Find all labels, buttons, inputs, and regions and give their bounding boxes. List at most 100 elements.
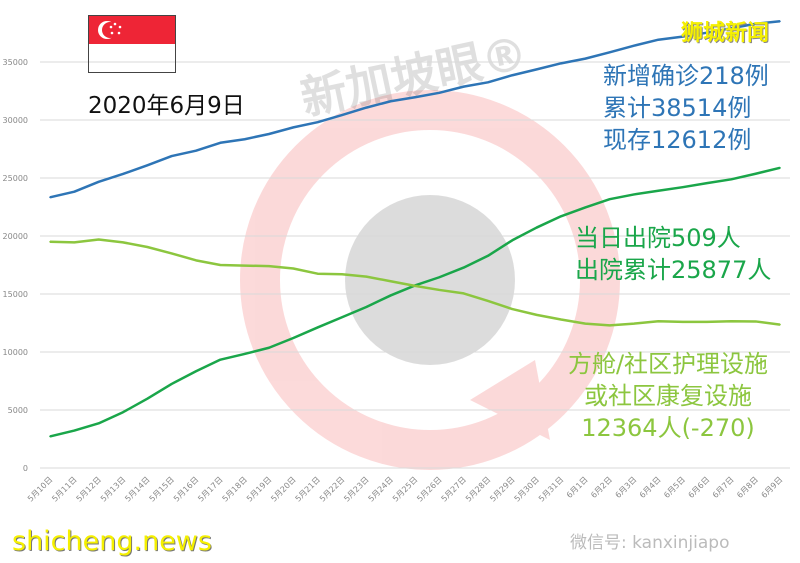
confirmed-data-point	[560, 62, 562, 65]
discharged-data-point	[487, 254, 489, 257]
confirmed-data-point	[414, 96, 416, 99]
confirmed-data-point	[511, 74, 514, 77]
discharged-data-point	[754, 172, 757, 175]
y-tick-label: 20000	[3, 232, 28, 241]
confirmed-data-point	[438, 92, 441, 94]
discharged-data-point	[268, 346, 270, 349]
discharged-data-point	[97, 422, 100, 425]
community-data-point	[414, 285, 416, 287]
discharged-data-point	[316, 326, 319, 329]
x-tick-label: 6月7日	[711, 475, 736, 500]
x-tick-label: 5月29日	[488, 475, 516, 503]
confirmed-data-point	[608, 51, 611, 54]
confirmed-data-point	[268, 133, 270, 135]
discharged-data-point	[122, 411, 124, 414]
community-label-2: 或社区康复设施	[584, 382, 752, 410]
confirmed-data-point	[122, 173, 124, 175]
discharged-data-point	[657, 189, 660, 192]
chart-date: 2020年6月9日	[88, 93, 245, 119]
community-data-point	[706, 321, 708, 323]
community-data-point	[73, 241, 76, 244]
confirmed-data-point	[657, 38, 660, 41]
community-data-point	[535, 314, 538, 316]
singapore-flag-icon	[88, 15, 176, 73]
community-data-point	[560, 318, 562, 321]
daily-discharged-label: 当日出院509人	[575, 224, 741, 252]
x-tick-label: 5月22日	[318, 475, 346, 503]
x-tick-label: 5月26日	[415, 475, 443, 503]
confirmed-data-point	[292, 126, 295, 129]
discharged-data-point	[219, 358, 222, 361]
x-tick-label: 5月11日	[50, 475, 78, 503]
community-data-point	[146, 246, 149, 248]
x-tick-label: 5月24日	[367, 475, 395, 503]
discharged-data-point	[633, 193, 635, 196]
community-data-point	[97, 238, 100, 241]
x-tick-label: 5月20日	[269, 475, 297, 503]
y-tick-label: 25000	[3, 174, 28, 183]
confirmed-data-point	[365, 106, 368, 109]
discharged-data-point	[73, 429, 76, 432]
total-discharged-label: 出院累计25877人	[575, 256, 772, 284]
confirmed-data-point	[146, 164, 149, 167]
confirmed-data-point	[754, 22, 757, 25]
community-data-point	[243, 264, 246, 267]
x-tick-label: 5月13日	[99, 475, 127, 503]
confirmed-data-point	[49, 196, 51, 199]
x-tick-label: 5月28日	[464, 475, 492, 503]
x-tick-label: 5月19日	[245, 475, 273, 503]
community-data-point	[438, 289, 441, 291]
community-data-point	[754, 320, 757, 323]
x-tick-label: 6月5日	[662, 475, 687, 500]
confirmed-annotation: 新增确诊218例 累计38514例 现存12612例	[603, 60, 769, 156]
community-data-point	[681, 321, 684, 323]
y-tick-label: 35000	[3, 58, 28, 67]
y-tick-label: 0	[23, 464, 28, 473]
x-tick-label: 6月3日	[614, 475, 639, 500]
x-tick-label: 5月14日	[123, 475, 151, 503]
wechat-watermark: 微信号: kanxinjiapo	[570, 533, 730, 553]
community-data-point	[462, 292, 465, 295]
x-tick-label: 5月23日	[342, 475, 370, 503]
active-cases-label: 现存12612例	[603, 126, 752, 154]
discharged-data-point	[584, 206, 587, 209]
confirmed-data-point	[195, 149, 197, 152]
confirmed-data-point	[706, 31, 708, 34]
total-cases-label: 累计38514例	[603, 94, 752, 122]
discharged-data-point	[341, 316, 343, 319]
community-data-point	[219, 264, 222, 266]
new-cases-label: 新增确诊218例	[603, 62, 769, 90]
x-tick-label: 5月21日	[294, 475, 322, 503]
confirmed-data-point	[97, 181, 100, 183]
confirmed-data-point	[219, 141, 222, 144]
discharged-data-point	[146, 397, 149, 400]
y-tick-label: 5000	[8, 406, 28, 415]
discharged-data-point	[535, 226, 538, 229]
community-count-label: 12364人(-270)	[581, 414, 755, 442]
community-data-point	[487, 300, 489, 302]
confirmed-data-point	[730, 27, 733, 30]
x-tick-label: 5月18日	[221, 475, 249, 503]
community-data-point	[316, 272, 319, 275]
community-data-point	[608, 324, 611, 327]
discharged-data-point	[706, 182, 708, 184]
confirmed-data-point	[462, 85, 465, 88]
community-data-point	[584, 322, 587, 325]
discharged-data-point	[389, 294, 392, 297]
confirmed-data-point	[487, 81, 489, 84]
community-data-point	[170, 252, 173, 255]
discharged-data-point	[779, 167, 781, 169]
discharged-data-point	[560, 215, 562, 218]
x-tick-label: 6月9日	[760, 475, 785, 500]
confirmed-data-point	[779, 20, 781, 23]
discharged-data-point	[730, 178, 733, 181]
discharged-data-point	[608, 198, 611, 200]
community-data-point	[365, 275, 368, 278]
confirmed-data-point	[341, 114, 343, 116]
x-tick-label: 5月25日	[391, 475, 419, 503]
community-data-point	[389, 280, 392, 283]
x-tick-label: 5月30日	[513, 475, 541, 503]
discharged-data-point	[365, 306, 368, 308]
confirmed-data-point	[389, 100, 392, 103]
